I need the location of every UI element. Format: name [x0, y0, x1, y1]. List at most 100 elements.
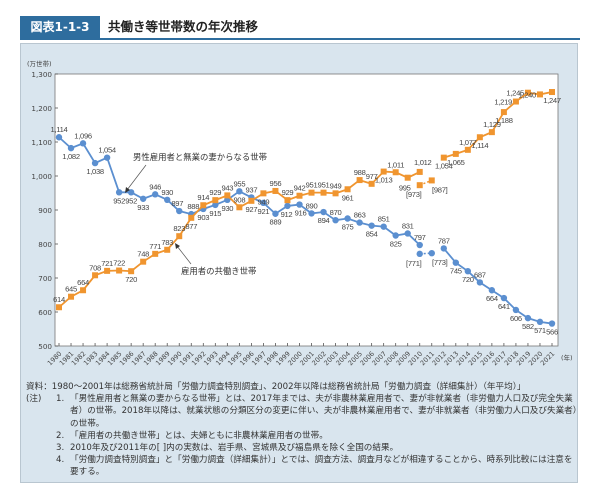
data-point: [80, 287, 87, 294]
series-dual-income: [56, 89, 555, 311]
data-point: [151, 191, 159, 198]
data-point: [524, 314, 532, 322]
data-label: 1,013: [375, 176, 393, 185]
y-tick-label: 600: [38, 308, 52, 317]
bracketed-label: [771]: [406, 259, 422, 268]
data-label: 823: [173, 224, 185, 233]
data-point: [139, 195, 147, 202]
data-label: 1,038: [86, 167, 104, 176]
data-point: [320, 189, 327, 196]
x-tick-label: 2021: [539, 350, 557, 368]
data-label: 875: [342, 223, 354, 232]
data-label: 1,188: [495, 116, 513, 125]
data-label: 955: [233, 179, 245, 188]
data-label: 606: [510, 314, 522, 323]
data-label: 930: [221, 204, 233, 213]
data-label: 1,129: [483, 120, 501, 129]
series-annotation-single-income: 男性雇用者と無業の妻からなる世帯: [133, 152, 267, 162]
data-point: [188, 214, 195, 221]
data-point: [440, 154, 447, 161]
data-label: 1,240: [518, 90, 536, 99]
x-axis-unit-label: (年): [561, 353, 573, 362]
data-point: [452, 150, 459, 157]
footnotes: 資料：1980～2001年は総務省統計局「労働力調査特別調査」、2002年以降は…: [26, 381, 578, 479]
data-label: 1,077: [459, 138, 477, 147]
figure-header: 図表1-1-3 共働き等世帯数の年次推移: [20, 16, 580, 40]
data-label: 877: [185, 222, 197, 231]
data-label: 1,096: [74, 131, 92, 140]
data-label: 961: [342, 193, 354, 202]
note-text: 「男性雇用者と無業の妻からなる世帯」とは、2017年までは、夫が非農林業雇用者で…: [70, 394, 578, 429]
data-label: 720: [125, 275, 137, 284]
data-point: [236, 204, 243, 211]
data-label: 870: [330, 208, 342, 217]
data-point: [212, 197, 219, 204]
data-label: 1,065: [447, 158, 465, 167]
y-tick-label: 1,300: [31, 70, 52, 79]
data-point: [140, 258, 147, 265]
arrowhead-icon: [125, 187, 130, 193]
data-label: 641: [498, 302, 510, 311]
note-4: 4. 「労働力調査特別調査」と「労働力調査（詳細集計）」とでは、調査方法、調査月…: [26, 454, 578, 478]
note-number: 4.: [56, 455, 65, 466]
data-label: 951: [318, 181, 330, 190]
data-point: [308, 210, 315, 217]
data-point: [392, 169, 399, 176]
data-point: [428, 177, 435, 184]
data-point: [284, 197, 291, 204]
data-point: [260, 199, 267, 207]
data-point: [79, 140, 87, 147]
data-point: [272, 210, 279, 217]
data-point: [428, 249, 435, 257]
data-point: [344, 215, 351, 222]
figure-title: 共働き等世帯数の年次推移: [108, 19, 259, 34]
data-label: 912: [281, 210, 293, 219]
y-tick-label: 1,000: [31, 172, 52, 181]
data-label: 927: [245, 205, 257, 214]
data-point: [332, 190, 339, 197]
data-label: 566: [546, 328, 558, 337]
data-point: [236, 188, 243, 195]
data-point: [115, 189, 123, 196]
data-point: [356, 177, 363, 184]
data-label: 783: [161, 238, 173, 247]
data-label: 825: [390, 240, 402, 249]
note-number: 2.: [56, 430, 65, 441]
y-tick-label: 500: [38, 342, 52, 351]
bracketed-label: [987]: [432, 185, 448, 194]
y-tick-label: 1,100: [31, 138, 52, 147]
data-point: [500, 109, 507, 116]
chart-panel: (万世帯) 500 600 700 800 900 1,000 1,100 1,200 1,300…: [20, 43, 578, 483]
annotation-arrow: [176, 245, 192, 265]
data-label: 942: [294, 184, 306, 193]
data-label: 582: [522, 322, 534, 331]
data-point: [128, 268, 135, 275]
data-label: 1,219: [494, 98, 512, 107]
data-point: [296, 192, 303, 199]
note-3: 3. 2010年及び2011年の[ ]内の実数は、岩手県、宮城県及び福島県を除く…: [26, 442, 578, 454]
data-label: 903: [197, 213, 209, 222]
data-label: 889: [270, 218, 282, 227]
data-label: 863: [354, 211, 366, 220]
data-label: 890: [306, 201, 318, 210]
data-label: 929: [209, 188, 221, 197]
data-label: 1,082: [62, 152, 80, 161]
data-point: [55, 134, 63, 141]
note-1: (注) 1. 「男性雇用者と無業の妻からなる世帯」とは、2017年までは、夫が非…: [26, 393, 578, 430]
series-line: [443, 247, 553, 325]
data-point: [56, 304, 62, 311]
y-tick-label: 800: [38, 240, 52, 249]
data-point: [512, 306, 520, 314]
data-label: 888: [187, 202, 199, 211]
data-label: 854: [366, 230, 378, 239]
bracketed-label: [973]: [406, 190, 422, 199]
data-point: [500, 294, 508, 302]
data-label: 1,245: [506, 89, 524, 98]
data-label: 1,054: [98, 146, 116, 155]
data-point: [248, 197, 255, 204]
data-point: [296, 201, 303, 208]
data-point: [464, 268, 472, 275]
data-label: 851: [378, 215, 390, 224]
source-note: 資料：1980～2001年は総務省統計局「労働力調査特別調査」、2002年以降は…: [26, 382, 526, 392]
note-text: 2010年及び2011年の[ ]内の実数は、岩手県、宮城県及び福島県を除く全国の…: [70, 443, 399, 454]
